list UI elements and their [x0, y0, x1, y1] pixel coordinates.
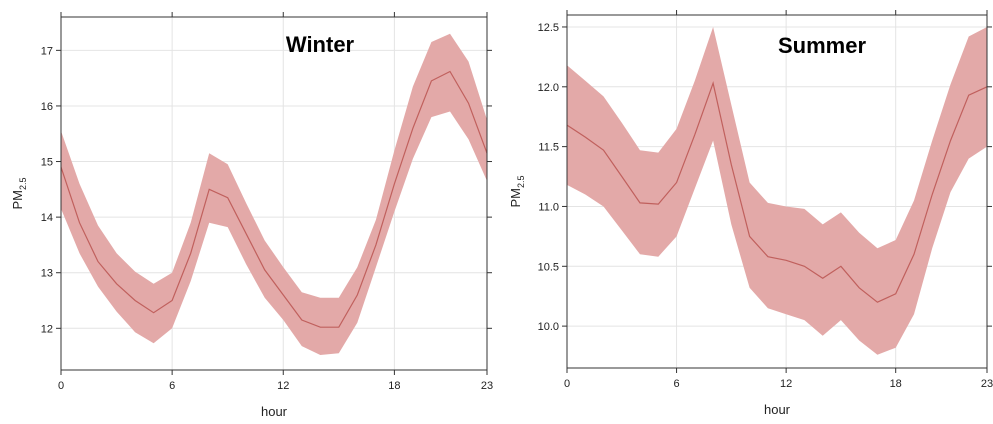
plot-frame — [60, 16, 488, 371]
x-axis-title: hour — [261, 404, 288, 419]
season-title: Winter — [286, 32, 355, 57]
x-axis-title: hour — [764, 402, 791, 417]
y-tick-label: 16 — [41, 101, 53, 113]
summer-chart-panel: 0 6 12 18 23 10.0 10.5 11.0 11.5 12.0 12.5 hour PM2.… — [496, 0, 993, 424]
season-title: Summer — [778, 33, 866, 58]
winter-chart-panel: 0 6 12 18 23 12 13 14 15 16 17 hour PM2.5 Winter — [0, 0, 496, 424]
y-tick-label: 14 — [41, 212, 53, 224]
winter-chart: 0 6 12 18 23 12 13 14 15 16 17 hour PM2.5 Winter — [10, 12, 493, 419]
summer-chart: 0 6 12 18 23 10.0 10.5 11.0 11.5 12.0 12.5 hour PM2.… — [508, 10, 993, 417]
x-tick-label: 12 — [277, 380, 289, 392]
y-tick-label: 10.0 — [538, 321, 559, 333]
x-tick-label: 18 — [388, 380, 400, 392]
y-tick-label: 12.5 — [538, 22, 559, 34]
mean-line — [566, 81, 988, 303]
y-tick-label: 15 — [41, 157, 53, 169]
y-tick-label: 11.0 — [538, 201, 559, 213]
x-tick-label: 6 — [169, 380, 175, 392]
y-tick-label: 17 — [41, 45, 53, 57]
grid-lines — [566, 15, 988, 368]
x-tick-label: 0 — [58, 380, 64, 392]
y-axis-title: PM2.5 — [10, 177, 28, 209]
x-tick-label: 0 — [564, 378, 570, 390]
plot-frame — [566, 14, 988, 369]
y-tick-label: 10.5 — [538, 261, 559, 273]
mean-line — [60, 70, 488, 328]
confidence-band — [567, 27, 987, 355]
x-tick-label: 18 — [890, 378, 902, 390]
confidence-band — [61, 33, 487, 355]
y-tick-label: 11.5 — [538, 142, 559, 154]
x-tick-label: 6 — [674, 378, 680, 390]
x-tick-label: 23 — [481, 380, 493, 392]
x-tick-label: 12 — [780, 378, 792, 390]
x-tick-label: 23 — [981, 378, 993, 390]
y-tick-label: 12 — [41, 323, 53, 335]
y-tick-label: 12.0 — [538, 82, 559, 94]
y-tick-label: 13 — [41, 268, 53, 280]
y-axis-title: PM2.5 — [508, 175, 526, 207]
